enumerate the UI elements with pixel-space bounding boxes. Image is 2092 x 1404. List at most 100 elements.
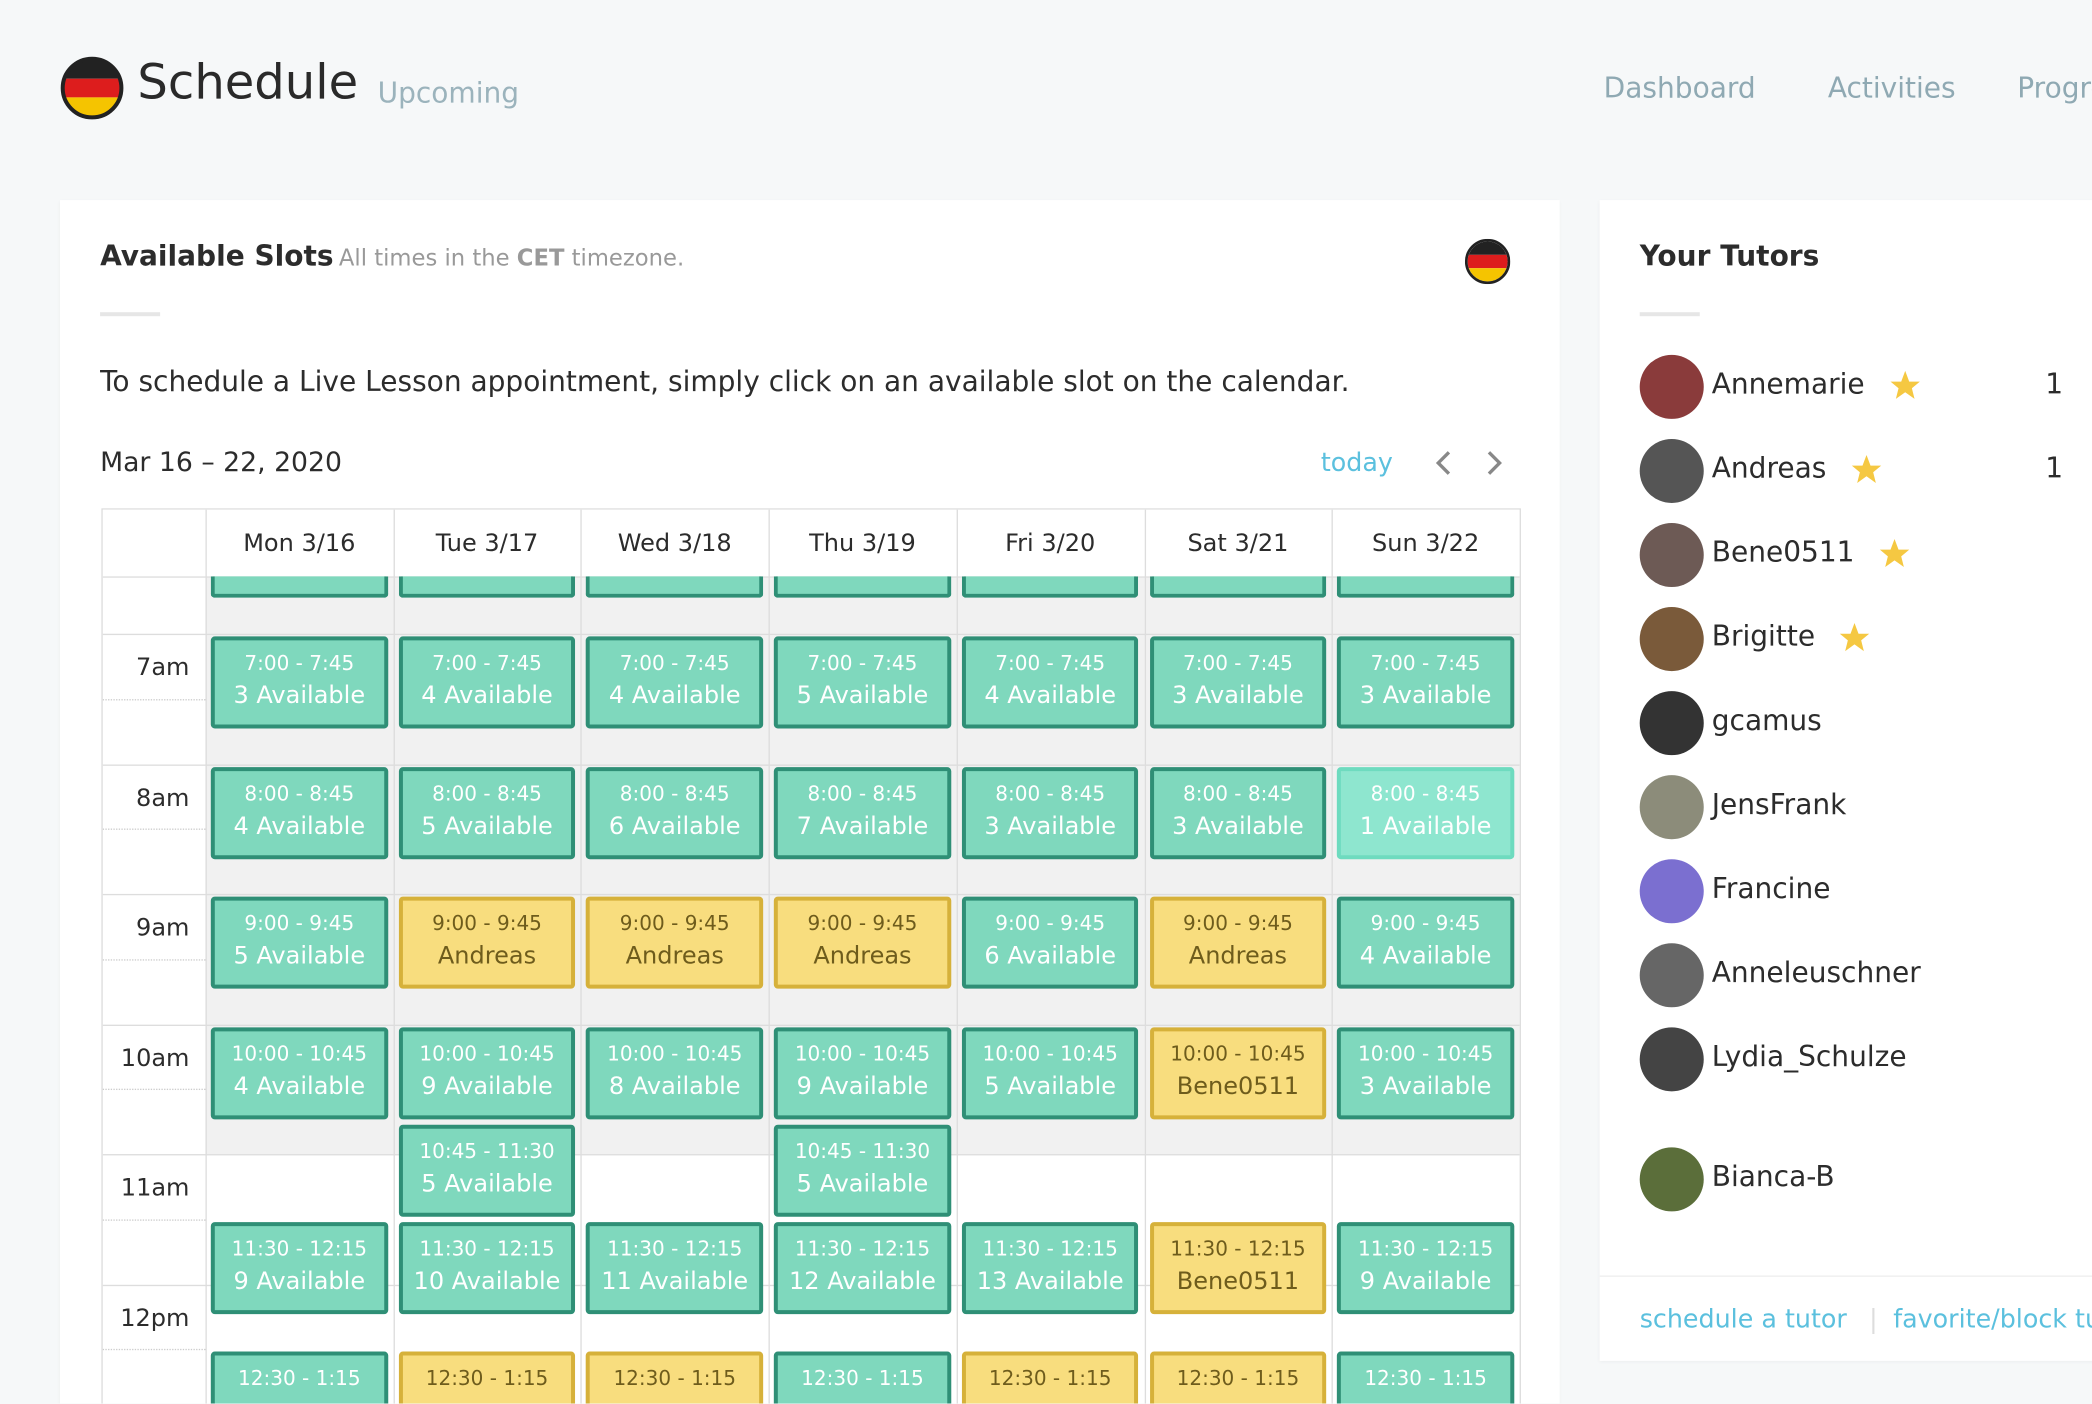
tutor-row[interactable]: Bianca-B — [1639, 1146, 2092, 1213]
slot[interactable]: 9:00 - 9:45 Andreas — [773, 896, 951, 989]
tutor-row[interactable]: Anneleuschner — [1639, 942, 2092, 1009]
slot-time: 7:00 - 7:45 — [1370, 651, 1481, 676]
slot[interactable]: 12:30 - 1:15 — [210, 1351, 388, 1404]
footer-link[interactable]: schedule a tutor — [1639, 1304, 1847, 1335]
slot[interactable]: 10:00 - 10:45 9 Available — [773, 1026, 951, 1119]
slot-label: Bene0511 — [1176, 1267, 1300, 1296]
slot-time: 12:30 - 1:15 — [425, 1366, 549, 1391]
tutor-row[interactable]: Lydia_Schulze — [1639, 1026, 2092, 1093]
prev-button[interactable] — [1435, 451, 1451, 475]
slot-time: 11:30 - 12:15 — [607, 1236, 743, 1261]
today-button[interactable]: today — [1320, 448, 1393, 478]
star-icon — [1839, 623, 1870, 652]
slot-label: 9 Available — [421, 1072, 553, 1101]
slot[interactable]: 8:00 - 8:45 3 Available — [961, 766, 1139, 859]
slot[interactable]: 7:00 - 7:45 4 Available — [398, 636, 576, 729]
calendar: 7am 8am 9am 10am 11am 12pm Mon 3/16 7:00 - 7:45… — [101, 508, 1521, 1404]
slot-label: 9 Available — [1359, 1267, 1492, 1296]
slot[interactable]: 12:30 - 1:15 — [1337, 1351, 1515, 1404]
col-line — [768, 509, 770, 1404]
tutor-row[interactable]: Francine — [1639, 858, 2092, 925]
tutor-name: Lydia_Schulze — [1711, 1040, 1907, 1073]
tutor-row[interactable]: Brigitte — [1639, 606, 2092, 673]
slot[interactable]: 11:30 - 12:15 10 Available — [398, 1221, 576, 1315]
slot[interactable]: 9:00 - 9:45 5 Available — [210, 896, 388, 989]
slot[interactable]: 7:00 - 7:45 3 Available — [1337, 636, 1515, 729]
slot[interactable]: 8:00 - 8:45 7 Available — [773, 766, 951, 859]
slot[interactable]: 9:00 - 9:45 6 Available — [961, 896, 1139, 989]
tutor-row[interactable]: Andreas 1 — [1639, 438, 2092, 505]
divider — [1599, 1275, 2092, 1277]
instruction: To schedule a Live Lesson appointment, s… — [100, 365, 1350, 398]
slot[interactable]: 7:00 - 7:45 3 Available — [210, 636, 388, 729]
page-title: Schedule — [137, 56, 359, 111]
slot[interactable]: 8:00 - 8:45 4 Available — [210, 766, 388, 859]
timezone-note: All times in the CET timezone. — [339, 245, 684, 272]
tutor-row[interactable]: Bene0511 — [1639, 522, 2092, 589]
tutors-panel: Your Tutors Annemarie 1 Andreas 1 Bene0511 Br… — [1599, 200, 2092, 1361]
half-hour-line — [102, 828, 206, 831]
slot[interactable]: 12:30 - 1:15 — [1149, 1351, 1327, 1404]
slot-label: 13 Available — [976, 1267, 1124, 1296]
slot[interactable]: 10:00 - 10:45 5 Available — [961, 1026, 1139, 1119]
slot[interactable]: 7:00 - 7:45 4 Available — [961, 636, 1139, 729]
slot-label: Andreas — [437, 941, 537, 970]
tutor-row[interactable]: gcamus — [1639, 690, 2092, 757]
slot[interactable]: 9:00 - 9:45 4 Available — [1337, 896, 1515, 989]
slot-time: 10:45 - 11:30 — [419, 1138, 555, 1163]
tutor-row[interactable]: JensFrank — [1639, 774, 2092, 841]
slot-partial — [961, 576, 1139, 598]
avatar — [1639, 859, 1704, 924]
slot-time: 10:00 - 10:45 — [1357, 1041, 1494, 1066]
slot[interactable]: 8:00 - 8:45 3 Available — [1149, 766, 1327, 859]
slot[interactable]: 12:30 - 1:15 — [961, 1351, 1139, 1404]
slot-label: Andreas — [813, 941, 912, 970]
slot-time: 9:00 - 9:45 — [244, 911, 355, 936]
slot[interactable]: 11:30 - 12:15 12 Available — [773, 1221, 951, 1315]
slot[interactable]: 12:30 - 1:15 — [586, 1351, 764, 1404]
panel-title: Available Slots — [100, 240, 334, 273]
slot[interactable]: 9:00 - 9:45 Andreas — [398, 896, 576, 989]
slot[interactable]: 11:30 - 12:15 13 Available — [961, 1221, 1139, 1315]
nav-link[interactable]: Activities — [1827, 72, 1956, 105]
hour-label: 11am — [120, 1174, 190, 1203]
slot[interactable]: 10:00 - 10:45 8 Available — [586, 1026, 764, 1119]
slot[interactable]: 7:00 - 7:45 5 Available — [773, 636, 951, 729]
slot[interactable]: 10:00 - 10:45 3 Available — [1337, 1026, 1515, 1119]
slot[interactable]: 11:30 - 12:15 Bene0511 — [1149, 1221, 1327, 1315]
slot-time: 7:00 - 7:45 — [995, 651, 1106, 676]
slot[interactable]: 7:00 - 7:45 4 Available — [586, 636, 764, 729]
slot-time: 9:00 - 9:45 — [995, 911, 1106, 936]
slot[interactable]: 8:00 - 8:45 5 Available — [398, 766, 576, 859]
footer-link[interactable]: favorite/block tutors — [1893, 1304, 2092, 1335]
slot-label: Andreas — [1188, 941, 1288, 970]
tutor-name: Bene0511 — [1711, 536, 1855, 569]
slot[interactable]: 12:30 - 1:15 — [398, 1351, 576, 1404]
next-button[interactable] — [1487, 451, 1502, 475]
slot[interactable]: 11:30 - 12:15 11 Available — [586, 1221, 764, 1315]
slot[interactable]: 10:00 - 10:45 Bene0511 — [1149, 1026, 1327, 1119]
slot[interactable]: 9:00 - 9:45 Andreas — [1149, 896, 1327, 989]
tutor-count: 1 — [2045, 452, 2064, 485]
slot[interactable]: 12:30 - 1:15 — [773, 1351, 951, 1404]
slot-label: 4 Available — [421, 681, 553, 710]
day-header: Sun 3/22 — [1371, 529, 1480, 558]
slot-label: 11 Available — [601, 1267, 749, 1296]
slot[interactable]: 7:00 - 7:45 3 Available — [1149, 636, 1327, 729]
slot-time: 8:00 - 8:45 — [1370, 781, 1481, 806]
slot[interactable]: 10:00 - 10:45 4 Available — [210, 1026, 388, 1119]
slot[interactable]: 8:00 - 8:45 1 Available — [1337, 766, 1515, 859]
week-nav — [1435, 451, 1502, 475]
slot[interactable]: 11:30 - 12:15 9 Available — [210, 1221, 388, 1315]
slot[interactable]: 8:00 - 8:45 6 Available — [586, 766, 764, 859]
slot[interactable]: 10:45 - 11:30 5 Available — [773, 1124, 951, 1217]
slot-time: 11:30 - 12:15 — [1170, 1236, 1306, 1261]
nav-link[interactable]: Progress — [2017, 72, 2092, 105]
nav-link[interactable]: Dashboard — [1603, 72, 1756, 105]
slot[interactable]: 11:30 - 12:15 9 Available — [1337, 1221, 1515, 1315]
slot[interactable]: 10:00 - 10:45 9 Available — [398, 1026, 576, 1119]
slot[interactable]: 10:45 - 11:30 5 Available — [398, 1124, 576, 1217]
slot[interactable]: 9:00 - 9:45 Andreas — [586, 896, 764, 989]
tutor-row[interactable]: Annemarie 1 — [1639, 354, 2092, 421]
slot-label: Andreas — [625, 941, 724, 970]
